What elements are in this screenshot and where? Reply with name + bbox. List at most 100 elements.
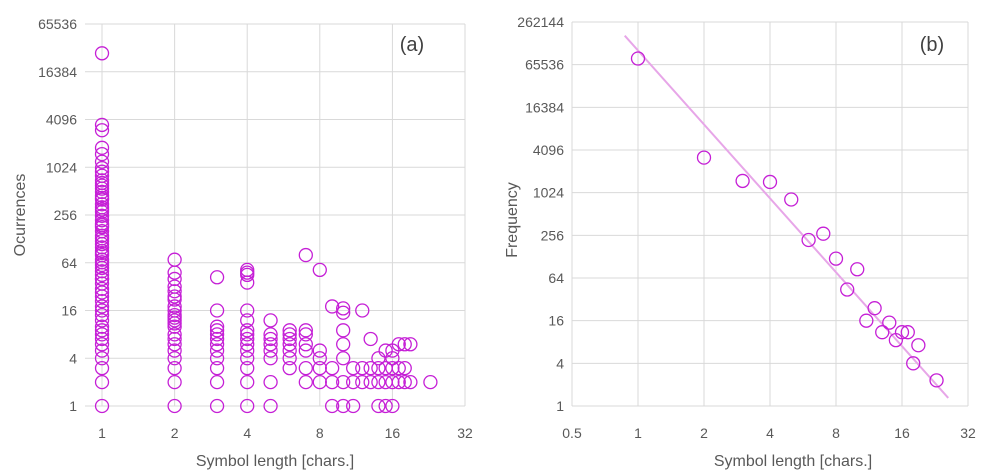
panel-a-x-axis-title: Symbol length [chars.] [196,453,354,470]
panel-a-data-point [391,337,406,352]
panel-b-y-tick-label: 64 [548,270,564,286]
panel-b-data-point [801,232,816,248]
panel-a-data-point [94,374,110,390]
panel-b-y-tick-labels: 1 4 16 64 256 1024 4096 16384 65536 262144 [517,14,564,414]
panel-a-data-point [263,313,278,328]
panel-a-data-point [94,398,110,414]
panel-a-data-point [94,181,110,196]
panel-a-data-point [240,267,255,283]
panel-a-data-point [355,361,370,376]
panel-a-data-point [167,374,182,390]
panel-a-data-point [94,208,110,223]
panel-a-data-point [312,361,327,376]
panel-a-data-point [371,374,386,390]
panel-a-data-point [403,337,418,352]
panel-a-data-point [263,343,278,358]
panel-a-data-point [94,245,110,261]
panel-a-data-point [209,343,225,358]
panel-a-data-point [363,361,378,376]
panel-a-data-point [94,190,110,206]
panel-a-data-point [240,327,255,342]
panel-a-data-point [240,323,255,338]
panel-a-data-point [94,160,110,176]
panel-b-data-points [630,51,944,388]
panel-a-data-point [397,337,412,352]
panel-a-data-point [346,398,361,414]
panel-a-data-point [94,351,110,366]
panel-a-data-point [263,327,278,342]
panel-a-data-point [298,337,313,352]
panel-a-data-point [94,323,110,338]
panel-a-data-point [167,398,182,414]
panel-b-data-point [762,174,778,190]
panel-a-data-point [298,327,313,342]
panel-b-data-point [850,262,865,277]
chart-panel-b: 1 4 16 64 256 1024 4096 16384 65536 262144 0.5 1 2 4… [504,14,976,470]
panel-a-data-point [167,327,182,342]
panel-a-data-point [167,319,182,334]
panel-a-data-point [385,351,400,366]
panel-a-x-tick-label: 8 [316,425,324,441]
panel-b-data-point [875,325,890,340]
panel-a-data-point [346,374,361,390]
panel-b-x-tick-label: 8 [832,425,840,441]
panel-a-y-tick-label: 16 [61,303,77,319]
panel-a-data-point [336,374,351,390]
panel-a-data-point [167,337,182,352]
panel-a-data-point [94,264,110,279]
panel-b-y-tick-label: 256 [541,227,565,243]
panel-a-data-point [324,374,340,390]
panel-b-data-point [894,325,910,340]
panel-a-data-point [312,374,327,390]
panel-a-data-point [282,331,297,347]
panel-a-data-point [94,231,110,246]
panel-a-data-point [355,374,370,390]
panel-a-data-point [167,271,182,287]
panel-a-data-point [371,361,386,376]
panel-a-data-point [371,351,386,366]
panel-a-data-point [336,337,351,352]
panel-a-data-point [94,140,110,155]
panel-a-data-point [378,398,393,414]
panel-a-data-point [282,351,297,366]
panel-a-data-point [240,351,255,366]
panel-b-y-tick-label: 1024 [533,185,564,201]
panel-a-data-point [324,361,340,376]
panel-a-data-point [94,184,110,200]
panel-a-data-point [385,398,400,414]
panel-a-y-tick-label: 256 [54,207,78,223]
panel-b-data-point [784,192,799,207]
panel-a-data-point [94,307,110,323]
panel-a-data-point [209,270,225,285]
panel-b-x-tick-label: 16 [894,425,910,441]
panel-a-x-tick-label: 1 [98,425,106,441]
panel-a-data-point [263,398,278,414]
panel-a-data-point [355,303,370,318]
panel-b-x-tick-label: 32 [960,425,976,441]
panel-a-data-point [94,313,110,328]
panel-a-data-point [167,299,182,314]
panel-b-data-point [882,315,897,330]
panel-a-data-point [209,331,225,347]
panel-b-trendline [623,35,949,399]
panel-a-data-point [94,236,110,252]
panel-a-data-point [298,361,313,376]
panel-a-data-point [240,374,255,390]
chart-panel-a: 1 4 16 64 256 1024 4096 16384 65536 1 2 4 8 16 32 (a)… [12,16,473,470]
panel-b-y-tick-label: 4096 [533,142,564,158]
panel-a-data-point [209,398,225,414]
panel-a-data-point [94,281,110,296]
panel-a-data-point [263,351,278,366]
panel-b-y-tick-label: 65536 [525,57,564,73]
panel-b-data-point [696,150,712,165]
panel-a-data-point [240,275,255,290]
panel-b-data-point [840,282,855,297]
panel-a-data-point [167,361,182,376]
panel-a-data-point [209,319,225,334]
panel-b-y-tick-label: 262144 [517,14,564,30]
panel-a-y-tick-label: 1024 [46,159,77,175]
panel-b-x-tick-labels: 0.5 1 2 4 8 16 32 [562,425,976,441]
panel-b-y-axis-title: Frequency [504,182,521,258]
panel-a-data-point [94,289,110,304]
panel-a-y-tick-label: 16384 [38,64,77,80]
